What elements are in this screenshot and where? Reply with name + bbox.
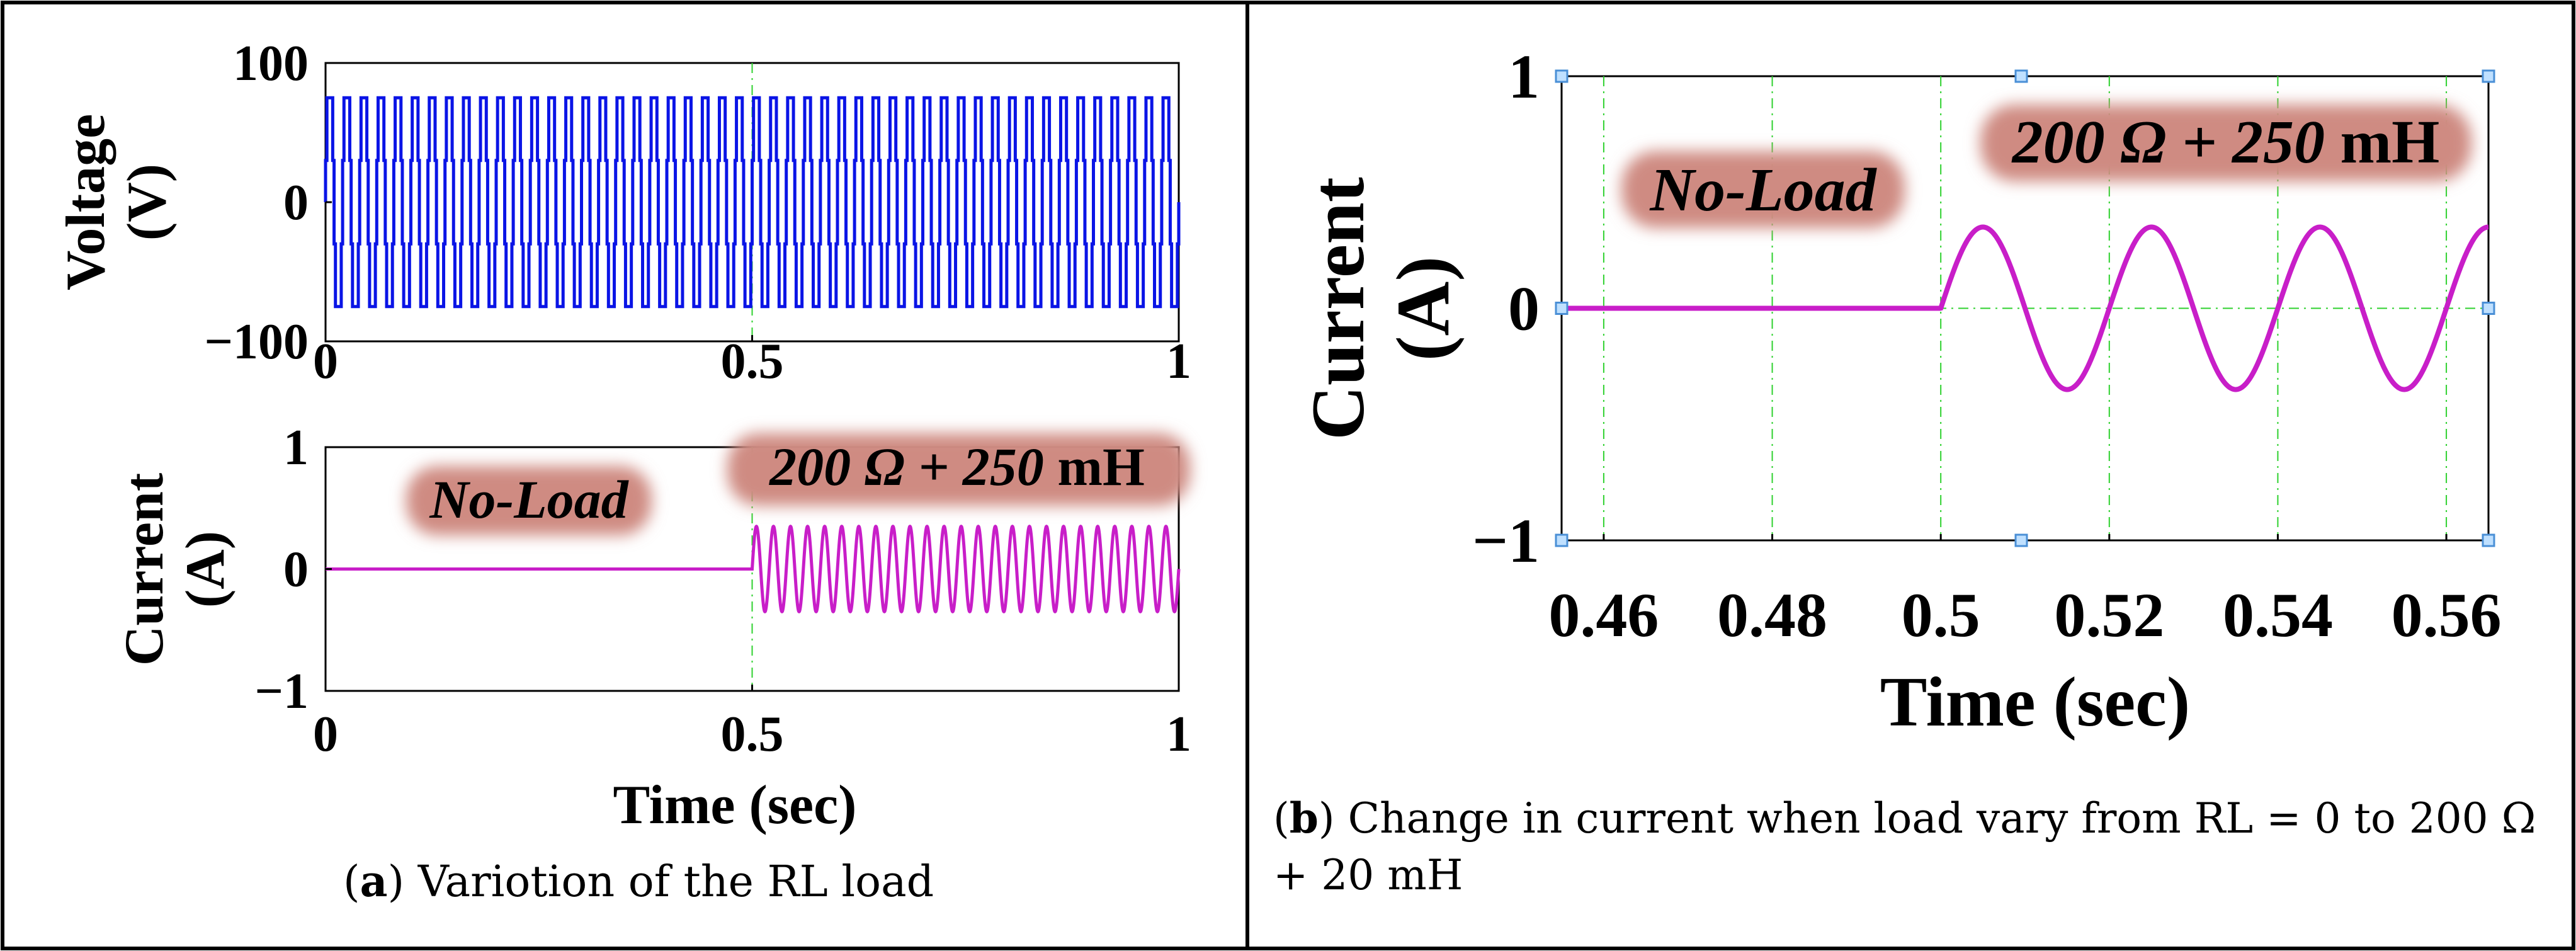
load-value-badge-a (727, 433, 1190, 506)
selection-handle (2014, 69, 2028, 83)
x-tick-label: 1 (1166, 334, 1191, 389)
x-tick-label: 0.46 (1548, 580, 1659, 650)
selection-handle (1555, 302, 1569, 315)
load-unit-a: mH (1044, 436, 1145, 497)
current-b-y-label-line2: (A) (1381, 256, 1465, 362)
y-tick-label: −1 (1472, 506, 1540, 576)
x-tick-label: 1 (1166, 707, 1191, 762)
y-tick-label: 1 (1508, 42, 1540, 111)
x-tick-label: 0.5 (1902, 580, 1980, 650)
y-tick-label: 0 (283, 542, 309, 598)
current-chart-a: 0 0.5 110−1 Current (A) Time (sec) No-Load… (114, 420, 1191, 836)
selection-handle (1555, 69, 1569, 83)
load-value-badge-b (1980, 105, 2471, 181)
caption-b-label: b (1290, 794, 1319, 843)
selection-handle (2014, 533, 2028, 547)
caption-b-line2: + 20 mH (1273, 851, 1463, 899)
caption-a-text: Variotion of the RL load (404, 857, 934, 907)
no-load-label-b: No-Load (1649, 156, 1877, 224)
x-tick-label: 0.56 (2392, 580, 2502, 650)
current-a-y-label-line1: Current (114, 473, 175, 666)
load-unit-b: mH (2325, 108, 2439, 176)
current-b-tick-labels: 0.46 0.48 0.5 0.52 0.54 0.56 1 0 −1 (1472, 42, 2502, 650)
load-value-label-a: 200 Ω + 250 mH (768, 436, 1145, 497)
x-tick-label: 0.54 (2223, 580, 2333, 650)
caption-b-line1: (b) Change in current when load vary fro… (1273, 794, 2536, 843)
current-b-y-label-line1: Current (1296, 177, 1380, 440)
current-b-x-label: Time (sec) (1880, 663, 2190, 741)
x-tick-label: 0 (313, 334, 338, 389)
y-tick-label: 100 (233, 36, 309, 91)
x-tick-label: 0.5 (721, 334, 784, 389)
caption-a: (a) Variotion of the RL load (343, 857, 934, 907)
y-tick-label: 0 (283, 175, 309, 231)
voltage-y-label-line2: (V) (116, 164, 178, 241)
caption-a-label: a (360, 857, 388, 907)
current-a-tick-labels: 0 0.5 110−1 (254, 420, 1191, 762)
load-value-a: 200 Ω + 250 (768, 436, 1044, 497)
caption-b-text: Change in current when load vary from RL… (1335, 794, 2536, 843)
no-load-badge-b (1621, 151, 1905, 228)
voltage-series-line (324, 96, 1181, 309)
no-load-badge-a (406, 466, 652, 535)
selection-handle (2482, 69, 2495, 83)
y-tick-label: −100 (204, 314, 309, 370)
x-tick-label: 0.5 (721, 707, 784, 762)
no-load-label-a: No-Load (429, 469, 629, 530)
selection-handles (1555, 69, 2495, 547)
load-value-label-b: 200 Ω + 250 mH (2011, 108, 2440, 176)
current-a-y-label-line2: (A) (175, 531, 236, 608)
current-a-x-label: Time (sec) (613, 775, 857, 836)
y-tick-label: −1 (254, 664, 309, 719)
y-tick-label: 0 (1508, 274, 1540, 344)
current-b-series-line (1562, 224, 2489, 392)
y-tick-label: 1 (283, 420, 309, 476)
x-tick-label: 0.48 (1717, 580, 1827, 650)
selection-handle (1555, 533, 1569, 547)
current-a-series-line (326, 525, 1181, 613)
selection-handle (2482, 302, 2495, 315)
x-tick-label: 0 (313, 707, 338, 762)
x-tick-label: 0.52 (2054, 580, 2164, 650)
voltage-y-label-line1: Voltage (55, 114, 116, 290)
load-value-b: 200 Ω + 250 (2011, 108, 2325, 176)
selection-handle (2482, 533, 2495, 547)
